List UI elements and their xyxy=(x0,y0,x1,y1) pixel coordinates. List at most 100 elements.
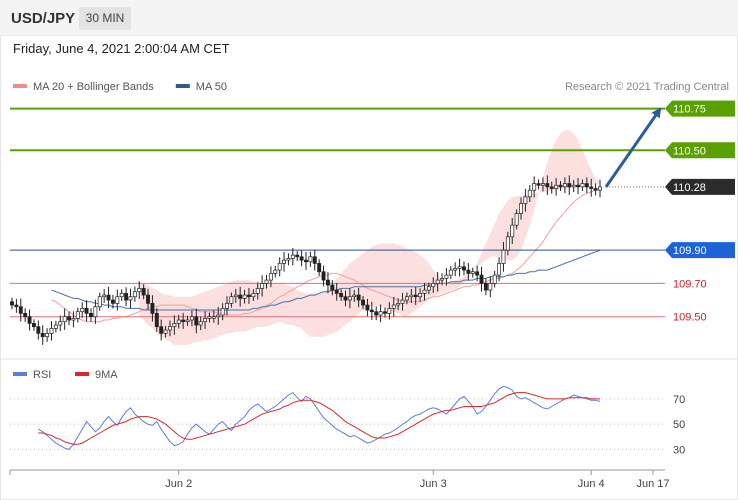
candle-body xyxy=(124,293,129,301)
candle-body xyxy=(277,263,282,271)
price-level-tags: 110.75 110.50 110.28 109.90 109.70 109.50 xyxy=(665,100,735,324)
candle-body xyxy=(141,288,146,296)
candle-body xyxy=(330,284,335,291)
chart-datetime: Friday, June 4, 2021 2:00:04 AM CET xyxy=(13,41,230,56)
candle-body xyxy=(378,311,383,316)
candle-body xyxy=(273,269,278,274)
candle-body xyxy=(369,309,374,313)
candle-body xyxy=(448,269,453,276)
candle-body xyxy=(404,296,409,301)
candle-body xyxy=(514,213,519,226)
candle-body xyxy=(264,279,269,284)
candle-body xyxy=(181,319,186,323)
candle-body xyxy=(409,294,414,298)
candle-body xyxy=(207,316,212,319)
candle-body xyxy=(229,296,234,304)
legend-label: MA 50 xyxy=(196,81,227,93)
candle-body xyxy=(23,313,28,318)
candle-body xyxy=(247,294,251,298)
level-tag-label: 110.50 xyxy=(673,145,706,157)
candle-body xyxy=(580,183,585,188)
candle-body xyxy=(312,256,317,264)
candle-body xyxy=(426,286,431,291)
ma50-line xyxy=(51,249,601,311)
candle-body xyxy=(84,308,89,314)
legend-swatch xyxy=(13,372,27,376)
candle-body xyxy=(146,294,150,304)
candle-body xyxy=(453,268,458,271)
candle-body xyxy=(203,318,208,323)
candle-body xyxy=(189,316,194,321)
candle-body xyxy=(462,266,466,271)
candle-body xyxy=(505,236,510,251)
level-tag-label: 110.28 xyxy=(673,182,706,194)
candle-body xyxy=(321,271,326,281)
candle-body xyxy=(168,326,172,331)
candle-body xyxy=(238,294,243,299)
candle-body xyxy=(40,332,45,338)
candle-body xyxy=(198,321,203,326)
candle-body xyxy=(268,273,273,281)
candle-body xyxy=(519,203,523,214)
candle-body xyxy=(251,293,256,298)
chart-header: USD/JPY 30 MIN xyxy=(0,0,738,36)
candle-body xyxy=(67,316,71,321)
candle-body xyxy=(106,294,111,301)
level-tag-bg xyxy=(665,142,735,159)
candle-body xyxy=(18,306,23,314)
rsi-tick-label: 50 xyxy=(673,419,685,431)
candle-body xyxy=(255,288,260,294)
candle-body xyxy=(233,294,238,298)
research-credit: Research © 2021 Trading Central xyxy=(565,81,729,93)
candle-body xyxy=(549,186,554,189)
x-axis-tick-label: Jun 17 xyxy=(636,478,669,490)
rsi-tick-label: 70 xyxy=(673,394,685,406)
candle-body xyxy=(58,321,63,326)
symbol-title: USD/JPY xyxy=(11,10,76,27)
candle-body xyxy=(483,283,488,291)
candle-body xyxy=(431,283,436,288)
candle-body xyxy=(295,254,300,258)
candle-body xyxy=(374,311,379,316)
legend-swatch xyxy=(75,372,89,376)
candle-body xyxy=(567,183,572,188)
candle-body xyxy=(356,294,361,301)
candle-body xyxy=(598,186,602,191)
candle-body xyxy=(216,314,221,318)
candle-body xyxy=(501,249,506,264)
rsi-line xyxy=(38,385,601,450)
candle-body xyxy=(479,274,484,284)
candle-body xyxy=(545,183,550,188)
candle-body xyxy=(536,183,541,186)
candle-body xyxy=(45,332,50,338)
candle-body xyxy=(154,313,159,328)
candle-body xyxy=(176,319,181,324)
forecast-arrow-line xyxy=(604,107,662,188)
candle-body xyxy=(343,296,348,301)
candle-body xyxy=(589,186,594,189)
legend-label: RSI xyxy=(33,369,51,381)
candlesticks xyxy=(10,175,602,345)
candle-body xyxy=(365,304,370,311)
timeframe-badge[interactable]: 30 MIN xyxy=(79,7,131,30)
candle-body xyxy=(304,259,308,263)
candle-body xyxy=(150,303,155,314)
candle-body xyxy=(62,316,67,323)
legend-label: MA 20 + Bollinger Bands xyxy=(33,81,154,93)
candle-body xyxy=(299,256,304,261)
candle-body xyxy=(391,304,396,309)
candle-body xyxy=(119,293,124,298)
level-tag-label: 110.75 xyxy=(673,104,706,116)
rsi-legend: RSI 9MA xyxy=(13,369,118,381)
rsi-panel: 70 50 30 xyxy=(10,385,685,456)
candle-body xyxy=(137,288,142,293)
candle-body xyxy=(71,318,76,321)
candle-body xyxy=(163,329,168,334)
legend-swatch xyxy=(175,84,190,88)
rsi-9ma-line xyxy=(38,392,600,445)
candle-body xyxy=(211,316,216,319)
candle-body xyxy=(334,289,339,294)
candle-body xyxy=(172,323,177,328)
candle-body xyxy=(527,189,532,198)
